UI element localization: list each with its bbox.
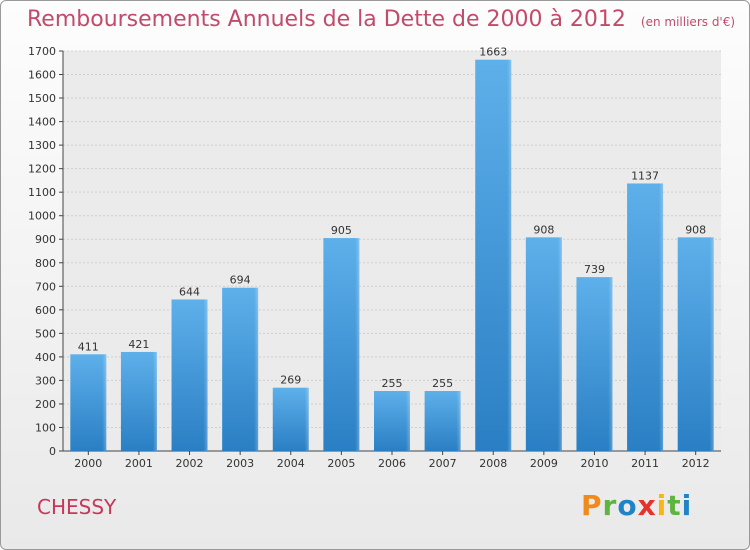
commune-name: CHESSY	[37, 495, 117, 519]
logo-letter: t	[667, 489, 682, 522]
bar	[70, 354, 107, 451]
data-label: 908	[685, 223, 706, 236]
bar	[272, 387, 309, 451]
logo-letter: P	[581, 489, 603, 522]
y-tick-label: 300	[35, 374, 56, 387]
chart-title: Remboursements Annuels de la Dette de 20…	[27, 7, 735, 32]
bar-highlight	[709, 237, 714, 451]
bar-highlight	[254, 287, 259, 451]
bar	[424, 391, 461, 451]
x-tick-label: 2008	[479, 457, 507, 470]
bar	[323, 238, 360, 451]
bar-highlight	[152, 351, 157, 451]
bar-highlight	[507, 59, 512, 452]
bar-highlight	[608, 277, 613, 451]
y-tick-label: 0	[49, 445, 56, 458]
y-tick-label: 600	[35, 304, 56, 317]
logo-letter: o	[617, 489, 638, 522]
x-tick-label: 2005	[327, 457, 355, 470]
x-tick-label: 2010	[580, 457, 608, 470]
x-tick-label: 2009	[530, 457, 558, 470]
y-tick-label: 100	[35, 421, 56, 434]
x-tick-label: 2003	[226, 457, 254, 470]
y-tick-label: 1400	[28, 116, 56, 129]
bar-highlight	[355, 238, 360, 451]
bar-highlight	[304, 387, 309, 451]
y-tick-label: 1600	[28, 69, 56, 82]
y-tick-label: 700	[35, 280, 56, 293]
chart-subtitle: (en milliers d'€)	[640, 15, 736, 29]
data-label: 255	[432, 377, 453, 390]
chart-title-text: Remboursements Annuels de la Dette de 20…	[27, 7, 626, 32]
data-label: 1663	[479, 46, 507, 59]
bar	[576, 277, 613, 451]
y-tick-label: 1500	[28, 92, 56, 105]
data-label: 411	[78, 340, 99, 353]
x-tick-label: 2004	[277, 457, 305, 470]
bar	[171, 299, 208, 451]
data-label: 644	[179, 285, 200, 298]
logo-letter: i	[681, 489, 693, 522]
bar	[677, 237, 714, 451]
x-tick-label: 2011	[631, 457, 659, 470]
bar-highlight	[557, 237, 562, 451]
data-label: 1137	[631, 169, 659, 182]
data-label: 694	[230, 274, 251, 287]
bar-highlight	[203, 299, 208, 451]
logo-letter: r	[602, 489, 618, 522]
bar	[475, 59, 512, 452]
proxiti-logo: Proxiti	[581, 489, 692, 522]
x-tick-label: 2012	[682, 457, 710, 470]
y-tick-label: 200	[35, 398, 56, 411]
data-label: 739	[584, 263, 605, 276]
bar-highlight	[456, 391, 461, 451]
y-tick-label: 500	[35, 327, 56, 340]
y-tick-label: 900	[35, 233, 56, 246]
y-tick-label: 1100	[28, 186, 56, 199]
y-tick-label: 400	[35, 351, 56, 364]
bar	[222, 287, 259, 451]
x-tick-label: 2006	[378, 457, 406, 470]
bar	[525, 237, 562, 451]
x-tick-label: 2000	[74, 457, 102, 470]
y-tick-label: 1300	[28, 139, 56, 152]
y-tick-label: 1200	[28, 163, 56, 176]
logo-letter: x	[637, 489, 657, 522]
x-tick-label: 2002	[176, 457, 204, 470]
x-tick-label: 2001	[125, 457, 153, 470]
bar-highlight	[659, 183, 664, 451]
data-label: 255	[382, 377, 403, 390]
y-tick-label: 1000	[28, 210, 56, 223]
bar-highlight	[406, 391, 410, 451]
bar-highlight	[102, 354, 107, 451]
y-tick-label: 1700	[28, 45, 56, 58]
data-label: 905	[331, 224, 352, 237]
data-label: 269	[280, 374, 301, 387]
logo-letter: i	[656, 489, 668, 522]
bar	[627, 183, 664, 451]
bar	[374, 391, 410, 451]
bar	[120, 351, 157, 451]
y-tick-label: 800	[35, 257, 56, 270]
x-tick-label: 2007	[429, 457, 457, 470]
data-label: 908	[533, 223, 554, 236]
data-label: 421	[128, 338, 149, 351]
